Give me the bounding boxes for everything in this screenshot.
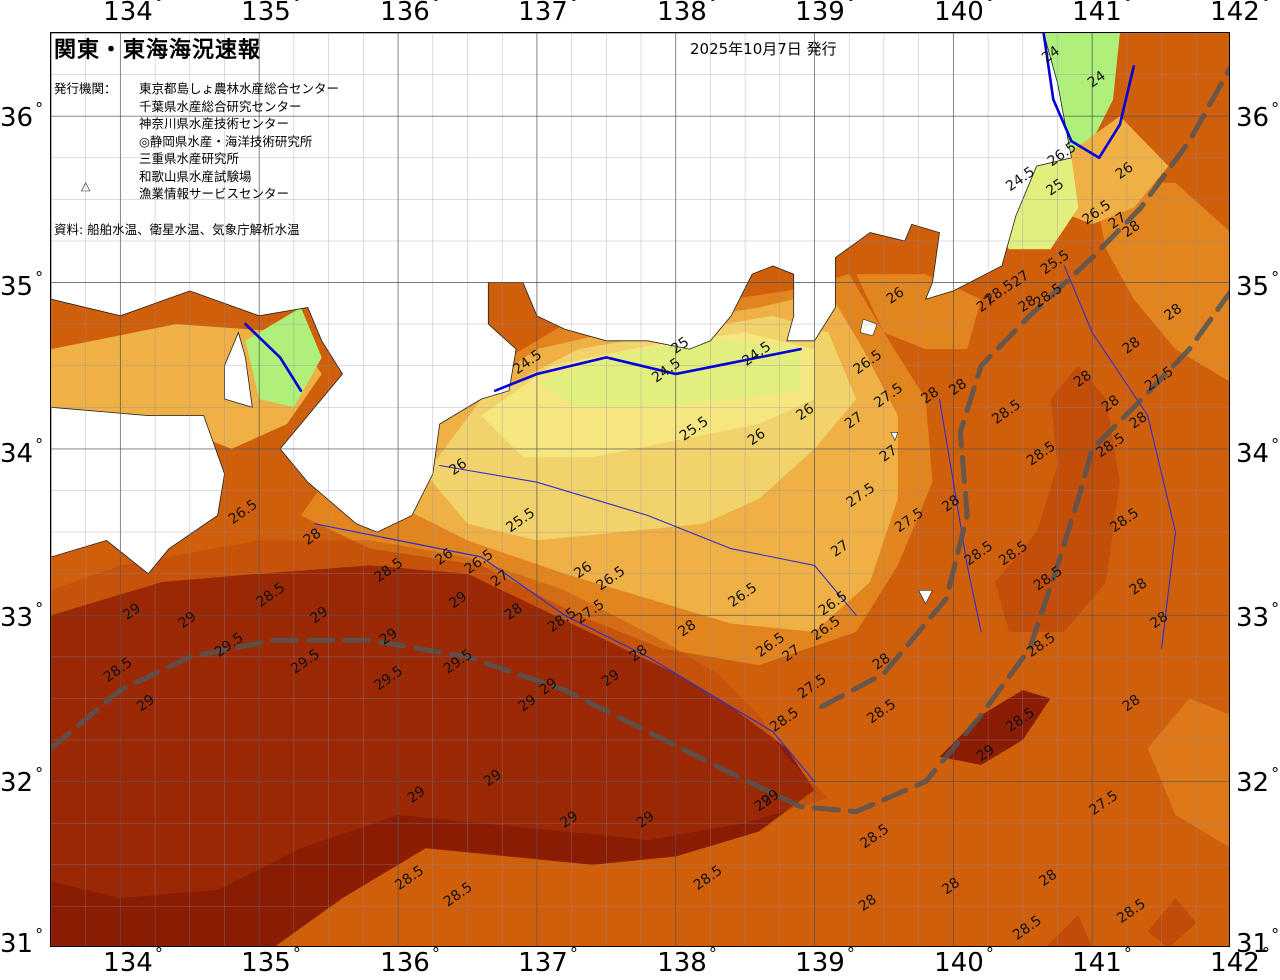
lon-label-bottom: 141 ° <box>1072 944 1132 978</box>
kuroshio-axis <box>51 289 1229 815</box>
lon-label-top: 138 ° <box>657 0 717 27</box>
lon-label-top: 140 ° <box>934 0 994 27</box>
sst-band-28-5 <box>1147 898 1197 946</box>
lon-label-top: 141 ° <box>1072 0 1132 27</box>
land-awaji-island <box>224 331 253 408</box>
lat-label-right: 31 ° <box>1236 925 1280 959</box>
land-miyake-island <box>890 431 899 442</box>
isotherm-28 <box>938 398 982 633</box>
sea-surface-temperature-map: 24 24 24.5 25 25.5 26.5 26.5 27 28 26 25 24.5 24.5 24… <box>50 32 1230 947</box>
isotherm-24 <box>493 347 802 393</box>
page-title: 関東・東海海況速報 <box>54 38 262 63</box>
lat-label-right: 34 ° <box>1236 435 1280 469</box>
sst-band-27 <box>1092 182 1229 382</box>
publisher-item: 神奈川県水産技術センター <box>139 116 290 131</box>
sst-band-24 <box>245 307 322 408</box>
data-source: 資料: 船舶水温、衛星水温、気象庁解析水温 <box>54 222 300 237</box>
lat-label-left: 34 ° <box>0 435 44 469</box>
isotherm-24 <box>244 322 303 393</box>
publisher-item: 東京都島しょ農林水産総合センター <box>139 81 340 96</box>
lon-label-top: 136 ° <box>380 0 440 27</box>
isotherm-24 <box>1042 33 1136 160</box>
lat-label-left: 35 ° <box>0 268 44 302</box>
isotherm-26-5 <box>439 464 857 616</box>
isotherm-28 <box>314 523 816 783</box>
land-hachijo-island <box>918 589 933 605</box>
lon-label-top: 135 ° <box>241 0 301 27</box>
lon-label-bottom: 134 ° <box>103 944 163 978</box>
sst-band-26 <box>1050 116 1169 225</box>
lon-label-top: 134 ° <box>103 0 163 27</box>
publisher-item: 千葉県水産総合研究センター <box>139 98 302 114</box>
lat-label-left: 32 ° <box>0 764 44 798</box>
lon-label-bottom: 140 ° <box>934 944 994 978</box>
lat-label-right: 32 ° <box>1236 764 1280 798</box>
sst-band-28-5 <box>1046 914 1092 946</box>
lon-label-bottom: 136 ° <box>380 944 440 978</box>
sst-band-27 <box>1147 698 1229 848</box>
publisher-item: ◎静岡県水産・海洋技術研究所 <box>139 133 313 149</box>
lat-label-left: 33 ° <box>0 599 44 633</box>
lat-label-right: 33 ° <box>1236 599 1280 633</box>
lat-label-right: 35 ° <box>1236 268 1280 302</box>
lon-label-top: 142 ° <box>1210 0 1270 27</box>
publisher-label: 発行機関： <box>54 81 117 96</box>
sst-band-28-5 <box>51 540 829 899</box>
lon-label-bottom: 138 ° <box>657 944 717 978</box>
publisher-organizations: 東京都島しょ農林水産総合センター 千葉県水産総合研究センター 神奈川県水産技術セ… <box>139 80 339 203</box>
lat-label-left: 31 ° <box>0 925 44 959</box>
kuroshio-axis <box>819 64 1229 710</box>
isotherm-28 <box>1063 265 1177 650</box>
lon-label-top: 137 ° <box>518 0 578 27</box>
lon-label-bottom: 137 ° <box>518 944 578 978</box>
lon-label-bottom: 139 ° <box>795 944 855 978</box>
lon-label-top: 139 ° <box>795 0 855 27</box>
publisher-item: 三重県水産研究所 <box>139 151 240 166</box>
lon-label-bottom: 142 ° <box>1210 944 1270 978</box>
land-oshima-island <box>859 318 878 337</box>
publisher-item: 和歌山県水産試験場 <box>139 168 252 184</box>
lon-label-bottom: 135 ° <box>241 944 301 978</box>
lat-label-right: 36 ° <box>1236 99 1280 133</box>
title-block: 関東・東海海況速報 <box>54 32 261 64</box>
publisher-item: 漁業情報サービスセンター <box>139 186 290 201</box>
lat-label-left: 36 ° <box>0 99 44 133</box>
issue-date: 2025年10月7日 発行 <box>690 40 837 58</box>
